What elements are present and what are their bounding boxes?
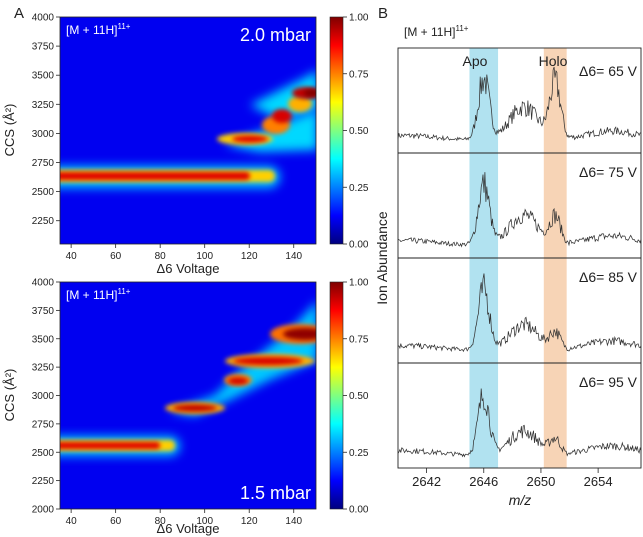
heatmap-bottom-xlabel: Δ6 Voltage <box>157 521 220 536</box>
heatmap-top-xtick-label: 120 <box>241 251 258 262</box>
spectra-xtick-label: 2642 <box>412 474 441 489</box>
heatmap-bottom-ytick-label: 2500 <box>32 448 55 459</box>
colorbar-bottom <box>329 281 344 510</box>
holo-label: Holo <box>539 53 568 69</box>
heatmap-bottom-xtick-label: 80 <box>155 516 167 527</box>
colorbar-bottom-tick-label: 0.50 <box>349 391 369 402</box>
apo-label: Apo <box>463 53 488 69</box>
spectra-xtick-label: 2646 <box>469 474 498 489</box>
heatmap-bottom: [M + 11H]11+ 1.5 mbar 40 60 80 100 120 140 200… <box>2 278 369 537</box>
panel-label-a: A <box>14 5 24 22</box>
spectrum-label-95: Δ6= 95 V <box>579 374 638 390</box>
heatmap-bottom-ytick-label: 3500 <box>32 334 55 345</box>
heatmap-bottom-ytick-label: 4000 <box>32 278 55 289</box>
spectrum-label-85: Δ6= 85 V <box>579 269 638 285</box>
colorbar-top-tick-label: 0.50 <box>349 126 369 137</box>
heatmap-bottom-xtick-label: 60 <box>110 516 122 527</box>
heatmap-top-features <box>60 71 316 188</box>
heatmap-top-ytick-label: 3500 <box>32 71 55 82</box>
colorbar-top-tick-label: 0.75 <box>349 69 369 80</box>
heatmap-bottom-ytick-label: 3000 <box>32 391 55 402</box>
spectra-xlabel: m/z <box>509 492 532 508</box>
spectrum-trace-3 <box>397 273 642 353</box>
heatmap-top-ytick-label: 2500 <box>32 187 55 198</box>
heatmap-bottom-pressure: 1.5 mbar <box>240 483 311 503</box>
heatmap-top-ytick-label: 2250 <box>32 216 55 227</box>
spectra-ylabel: Ion Abundance <box>374 211 390 305</box>
spectra-xtick-label: 2654 <box>584 474 613 489</box>
heatmap-top-ylabel: CCS (Å²) <box>2 104 17 157</box>
heatmap-bottom-xtick-label: 120 <box>241 516 258 527</box>
heatmap-bottom-ytick-label: 3250 <box>32 363 55 374</box>
heatmap-bottom-xtick-label: 100 <box>196 516 213 527</box>
heatmap-top-xtick-label: 140 <box>285 251 302 262</box>
spectrum-trace-1 <box>397 66 642 142</box>
heatmap-top-ion: [M + 11H]11+ <box>66 22 131 37</box>
spectrum-label-65: Δ6= 65 V <box>579 63 638 79</box>
spectrum-label-75: Δ6= 75 V <box>579 164 638 180</box>
spectra-ion: [M + 11H]11+ <box>404 24 469 39</box>
heatmap-top-ytick-label: 2750 <box>32 158 55 169</box>
heatmap-top-xtick-label: 100 <box>196 251 213 262</box>
colorbar-bottom-tick-label: 0.75 <box>349 334 369 345</box>
heatmap-top-ytick-label: 4000 <box>32 13 55 24</box>
spectrum-trace-2 <box>397 172 642 248</box>
heatmap-bottom-ion: [M + 11H]11+ <box>66 287 131 302</box>
spectra-xtick-label: 2650 <box>526 474 555 489</box>
heatmap-top-xlabel: Δ6 Voltage <box>157 261 220 276</box>
heatmap-bottom-features <box>60 302 316 456</box>
heatmap-bottom-background <box>60 282 316 509</box>
heatmap-bottom-ytick-label: 2250 <box>32 476 55 487</box>
heatmap-top-ytick-label: 3000 <box>32 129 55 140</box>
colorbar-top-tick-label: 1.00 <box>349 13 369 24</box>
heatmap-top-xtick-label: 40 <box>66 251 78 262</box>
colorbar-top <box>329 16 344 245</box>
colorbar-bottom-tick-label: 0.00 <box>349 505 369 516</box>
heatmap-bottom-xtick-label: 140 <box>285 516 302 527</box>
heatmap-top-ytick-label: 3750 <box>32 42 55 53</box>
heatmap-top-pressure: 2.0 mbar <box>240 25 311 45</box>
heatmap-top-xtick-label: 60 <box>110 251 122 262</box>
heatmap-bottom-ylabel: CCS (Å²) <box>2 369 17 422</box>
heatmap-top-ytick-label: 3250 <box>32 100 55 111</box>
heatmap-bottom-ytick-label: 2000 <box>32 505 55 516</box>
spectrum-trace-4 <box>397 388 642 458</box>
spectra-panel: [M + 11H]11+ Apo Holo Δ6= 65 V Δ6= 75 V … <box>374 24 642 508</box>
colorbar-bottom-tick-label: 0.25 <box>349 448 369 459</box>
heatmap-top-xtick-label: 80 <box>155 251 167 262</box>
colorbar-top-tick-label: 0.00 <box>349 240 369 251</box>
colorbar-top-tick-label: 0.25 <box>349 183 369 194</box>
heatmap-bottom-ytick-label: 3750 <box>32 306 55 317</box>
heatmap-bottom-ytick-label: 2750 <box>32 419 55 430</box>
spectra-traces <box>397 66 642 458</box>
heatmap-top: [M + 11H]11+ 2.0 mbar 40 60 80 100 120 140 225… <box>2 13 369 277</box>
heatmap-bottom-xtick-label: 40 <box>66 516 78 527</box>
colorbar-bottom-tick-label: 1.00 <box>349 278 369 289</box>
panel-label-b: B <box>378 5 388 22</box>
